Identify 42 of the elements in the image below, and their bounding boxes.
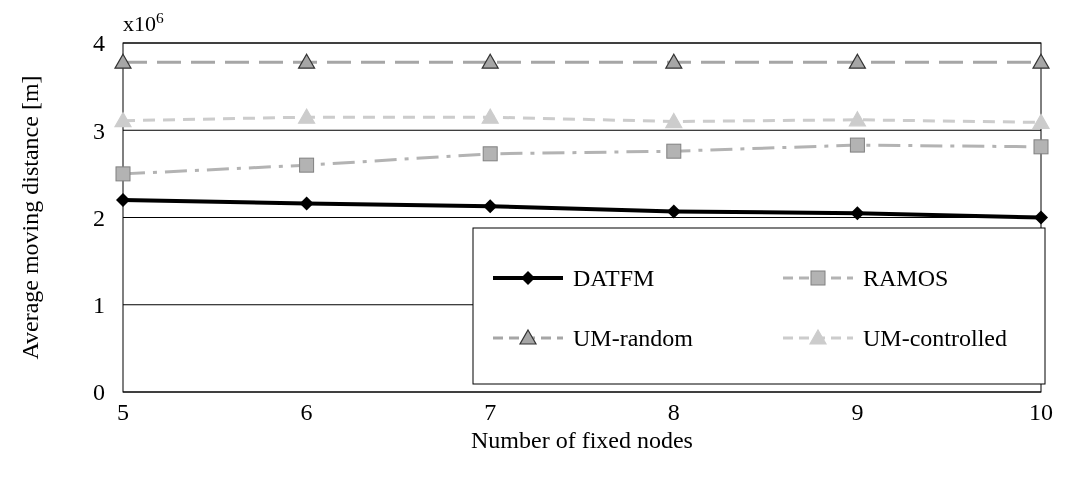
y-tick-label: 2 [93, 204, 105, 231]
y-tick-label: 1 [93, 292, 105, 319]
point [1034, 210, 1048, 225]
point [850, 206, 865, 221]
point [114, 112, 132, 128]
point [483, 199, 498, 214]
legend-label: RAMOS [863, 265, 949, 292]
legend-label: DATFM [573, 265, 655, 292]
legend-label: UM-controlled [863, 325, 1007, 352]
point [298, 108, 316, 124]
x-tick-label: 9 [851, 399, 864, 425]
text: x10$^{6}$ [123, 8, 164, 36]
point [482, 146, 498, 162]
x-tick-label: 6 [300, 399, 313, 425]
point [848, 111, 866, 127]
x-axis-title: Number of fixed nodes [471, 427, 693, 453]
point [665, 112, 683, 129]
point [298, 53, 316, 69]
point [1032, 53, 1050, 69]
x-tick-label: 7 [484, 399, 497, 425]
y-tick-label: 0 [93, 379, 105, 406]
x-tick-label: 10 [1029, 399, 1053, 425]
point [849, 137, 865, 153]
legend-label: UM-random [573, 325, 694, 352]
y-axis-title: Average moving distance [m] [17, 75, 43, 360]
point [665, 53, 683, 69]
point [1033, 139, 1049, 155]
point [666, 204, 681, 219]
point [114, 53, 132, 69]
point [299, 157, 315, 173]
point [481, 108, 499, 124]
point [848, 53, 866, 69]
x-tick-label: 8 [667, 399, 680, 425]
point [115, 166, 131, 182]
x-tick-label: 5 [117, 399, 129, 425]
point [116, 193, 130, 208]
y-tick-label: 4 [93, 30, 105, 57]
y-tick-label: 3 [93, 117, 105, 144]
point [666, 143, 682, 159]
point [481, 53, 499, 69]
point [1032, 113, 1050, 129]
point [299, 196, 314, 211]
